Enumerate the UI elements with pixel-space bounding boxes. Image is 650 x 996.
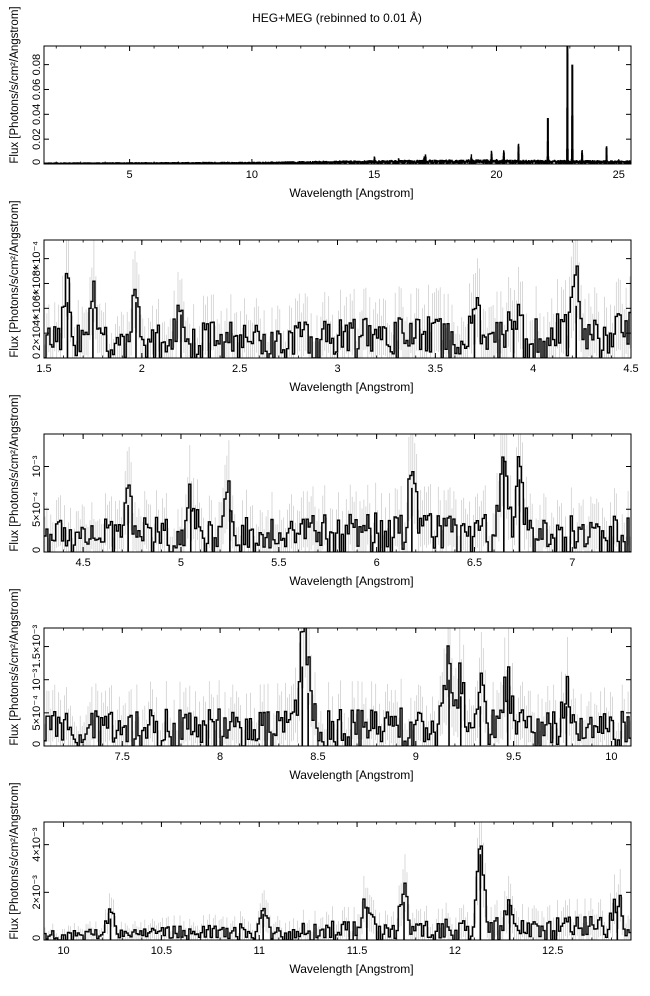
x-tick-label: 5.5 [271, 557, 286, 569]
y-tick-label: 10⁻³ [31, 669, 43, 691]
chart-panel-2: 1.5 2 2.5 3 3.5 4 4.5 0 2×10⁻⁴4×10⁻⁴6×10⁻⁴8×10⁻⁴… [9, 200, 639, 394]
spectrum-histogram [44, 265, 631, 358]
x-tick-label: 2.5 [232, 363, 247, 375]
x-tick-label: 5 [127, 169, 133, 181]
y-tick-label: 0 [31, 935, 43, 941]
y-tick-label: 0 [31, 159, 43, 165]
x-tick-label: 10.5 [151, 945, 172, 957]
y-tick-label: 2×10⁻⁴ [31, 315, 43, 351]
x-tick-label: 10 [57, 945, 69, 957]
x-tick-label: 10 [246, 169, 258, 181]
x-tick-label: 4 [530, 363, 536, 375]
x-tick-label: 6.5 [467, 557, 482, 569]
x-tick-label: 12.5 [542, 945, 563, 957]
y-axis-label: Flux [Photons/s/cm²/Angstrom] [9, 588, 21, 745]
x-tick-label: 5 [178, 557, 184, 569]
x-tick-label: 4.5 [623, 363, 638, 375]
x-tick-label: 3 [334, 363, 340, 375]
x-axis-label: Wavelength [Angstrom] [289, 962, 413, 976]
spectrum-histogram [44, 628, 631, 746]
x-axis-label: Wavelength [Angstrom] [289, 186, 413, 200]
chart-panel-4: 7.5 8 8.5 9 9.5 10 0 5×10⁻⁴ 10⁻³1.5×10⁻³ Waveleng… [9, 588, 632, 782]
y-tick-label: 6×10⁻⁴ [31, 266, 43, 302]
y-tick-label: 0.04 [31, 104, 43, 125]
x-tick-label: 11 [254, 945, 265, 957]
x-tick-label: 15 [368, 169, 380, 181]
x-tick-label: 1.5 [36, 363, 51, 375]
chart-panel-3: 4.5 5 5.5 6 6.5 7 0 5×10⁻⁴ 10⁻³ Wavelength [Angst… [9, 394, 632, 588]
x-tick-label: 8.5 [310, 751, 325, 763]
spectrum-data [44, 628, 631, 746]
x-tick-label: 7.5 [115, 751, 130, 763]
chart-panel-5: 10 10.5 11 11.5 12 12.5 0 2×10⁻³ 4×10⁻³ Wavelengt… [9, 782, 632, 976]
x-tick-label: 12 [449, 945, 461, 957]
y-axis-label: Flux [Photons/s/cm²/Angstrom] [9, 394, 21, 551]
y-tick-label: 0 [31, 547, 43, 553]
figure-title: HEG+MEG (rebinned to 0.01 Å) [252, 10, 422, 25]
y-tick-label: 4×10⁻⁴ [31, 290, 43, 326]
x-tick-label: 4.5 [75, 557, 90, 569]
y-axis-label: Flux [Photons/s/cm²/Angstrom] [9, 782, 21, 939]
x-tick-label: 6 [374, 557, 380, 569]
x-tick-label: 9 [413, 751, 419, 763]
x-tick-label: 3.5 [428, 363, 443, 375]
x-tick-label: 10 [605, 751, 617, 763]
y-tick-label: 5×10⁻⁴ [31, 491, 43, 527]
y-axis-label: Flux [Photons/s/cm²/Angstrom] [9, 200, 21, 357]
y-tick-label: 8×10⁻⁴ [31, 241, 43, 277]
spectrum-data [44, 46, 631, 164]
x-axis-label: Wavelength [Angstrom] [289, 768, 413, 782]
y-tick-label: 10⁻³ [31, 455, 43, 477]
chart-panel-1: 5 10 15 20 25 0 0.02 0.04 0.06 0.08 Wavelength [An… [9, 6, 632, 200]
y-tick-label: 0 [31, 741, 43, 747]
plot-frame [43, 45, 632, 165]
x-tick-label: 8 [217, 751, 223, 763]
x-tick-label: 2 [139, 363, 145, 375]
y-tick-label: 0.02 [31, 128, 43, 149]
plot-frame [43, 821, 632, 941]
y-tick-label: 0 [31, 353, 43, 359]
y-tick-label: 4×10⁻³ [31, 827, 43, 862]
spectrum-histogram [44, 845, 631, 940]
y-tick-label: 2×10⁻³ [31, 875, 43, 910]
spectrum-histogram [44, 456, 631, 552]
y-tick-label: 5×10⁻⁴ [31, 695, 43, 731]
spectrum-data [44, 822, 631, 940]
spectrum-histogram [44, 53, 631, 164]
x-axis-label: Wavelength [Angstrom] [289, 574, 413, 588]
x-tick-label: 20 [490, 169, 502, 181]
x-tick-label: 11.5 [347, 945, 368, 957]
y-axis-label: Flux [Photons/s/cm²/Angstrom] [9, 6, 21, 163]
y-tick-label: 0.08 [31, 54, 43, 75]
x-tick-label: 7 [569, 557, 575, 569]
x-tick-label: 9.5 [506, 751, 521, 763]
spectrum-data [44, 240, 631, 358]
x-axis-label: Wavelength [Angstrom] [289, 380, 413, 394]
spectrum-data [44, 434, 631, 552]
x-tick-label: 25 [613, 169, 625, 181]
y-tick-label: 0.06 [31, 79, 43, 100]
y-tick-label: 1.5×10⁻³ [31, 625, 43, 669]
